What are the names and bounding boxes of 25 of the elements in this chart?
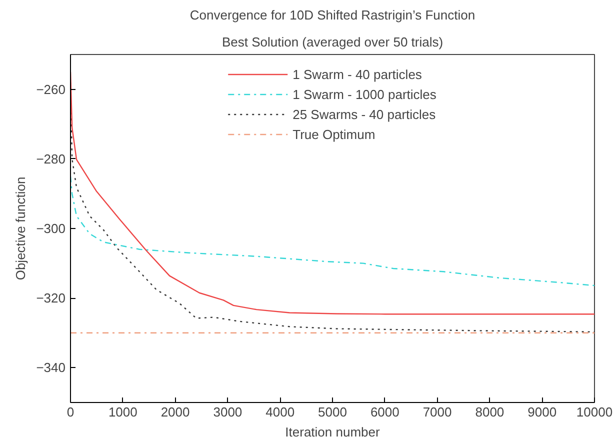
legend-label: 1 Swarm - 1000 particles — [292, 86, 436, 102]
x-tick-label: 6000 — [370, 404, 400, 420]
y-tick-label: −340 — [36, 360, 66, 376]
x-tick-label: 1000 — [108, 404, 138, 420]
x-tick-label: 4000 — [266, 404, 295, 420]
x-tick-label: 8000 — [475, 404, 504, 420]
x-tick-label: 5000 — [318, 404, 347, 420]
chart-subtitle: Best Solution (averaged over 50 trials) — [222, 34, 444, 50]
chart-title: Convergence for 10D Shifted Rastrigin’s Function — [190, 8, 476, 22]
y-tick-label: −260 — [36, 82, 66, 97]
x-tick-label: 10000 — [576, 404, 613, 420]
y-axis-title: Objective function — [13, 176, 28, 280]
x-tick-label: 7000 — [422, 404, 452, 420]
x-tick-label: 3000 — [213, 404, 242, 420]
x-tick-label: 2000 — [160, 404, 190, 420]
y-tick-label: −320 — [36, 290, 66, 306]
legend-label: True Optimum — [292, 126, 376, 142]
line-series — [70, 176, 594, 286]
legend-label: 25 Swarms - 40 particles — [292, 106, 436, 122]
y-tick-label: −280 — [36, 151, 66, 166]
x-axis-title: Iteration number — [285, 424, 380, 440]
y-tick-label: −300 — [36, 221, 66, 236]
legend-label: 1 Swarm - 40 particles — [292, 66, 422, 82]
x-tick-label: 9000 — [528, 404, 557, 420]
x-tick-label: 0 — [66, 404, 74, 420]
